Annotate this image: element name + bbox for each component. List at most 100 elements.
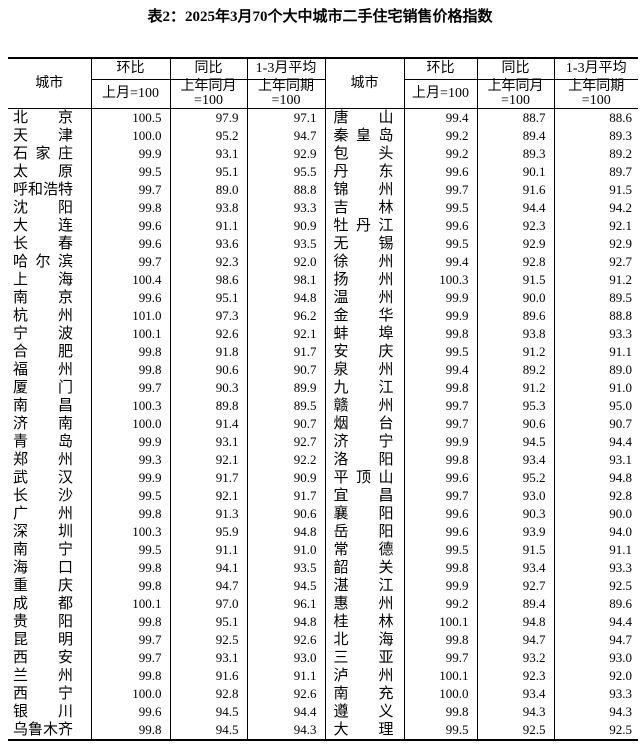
price-index-table: 城市 环比 同比 1-3月平均 城市 环比 同比 1-3月平均 上月=100 上… [8, 57, 638, 741]
table-row: 福州 99.8 90.6 90.7 泉州 99.4 89.2 89.0 [8, 361, 638, 379]
city-name: 上海 [13, 272, 73, 288]
city-cell: 杭州 [8, 307, 92, 325]
index-value: 95.1 [170, 163, 248, 181]
index-value: 91.7 [170, 469, 248, 487]
index-value: 90.6 [170, 361, 248, 379]
index-value: 91.2 [477, 343, 555, 361]
index-value: 92.8 [477, 253, 555, 271]
index-value: 96.2 [247, 307, 326, 325]
city-name: 襄阳 [333, 506, 394, 522]
city-cell: 九江 [325, 379, 405, 397]
index-value: 99.5 [404, 199, 478, 217]
city-cell: 锦州 [325, 181, 405, 199]
city-cell: 银川 [8, 703, 92, 721]
index-value: 90.9 [247, 469, 326, 487]
index-value: 97.9 [170, 108, 248, 127]
index-value: 92.5 [609, 578, 632, 593]
index-value: 98.1 [247, 271, 326, 289]
table-row: 昆明 99.7 92.5 92.6 北海 99.8 94.7 94.7 [8, 631, 638, 649]
city-name: 包头 [333, 146, 394, 162]
city-cell: 唐山 [325, 108, 405, 127]
city-name: 岳阳 [333, 524, 394, 540]
index-value: 91.1 [609, 344, 632, 359]
table-body: 北京 100.5 97.9 97.1 唐山 99.4 88.7 88.6 天津 100.0 95.2… [8, 108, 638, 740]
city-name: 西宁 [13, 686, 73, 702]
subheader-mom-left: 上月=100 [91, 79, 171, 109]
index-value: 99.8 [404, 559, 478, 577]
city-name: 九江 [333, 380, 394, 396]
subheader-yoy-line2: =100 [501, 93, 530, 108]
city-cell: 北海 [325, 631, 405, 649]
city-name: 桂林 [333, 614, 394, 630]
subheader-avg-right: 上年同期 =100 [554, 79, 638, 109]
city-cell: 无锡 [325, 235, 405, 253]
index-value: 100.0 [91, 127, 171, 145]
city-cell: 合肥 [8, 343, 92, 361]
page-title: 表2：2025年3月70个大中城市二手住宅销售价格指数 [147, 9, 493, 25]
city-name: 成都 [13, 596, 73, 612]
index-value: 90.0 [609, 506, 632, 521]
city-name: 徐州 [333, 254, 394, 270]
table-row: 西宁 100.0 92.8 92.6 南充 100.0 93.4 93.3 [8, 685, 638, 703]
city-cell: 丹东 [325, 163, 405, 181]
index-value: 99.8 [91, 505, 171, 523]
city-name: 南宁 [13, 542, 73, 558]
index-value: 92.3 [477, 667, 555, 685]
index-value: 91.1 [247, 667, 326, 685]
city-name: 惠州 [333, 596, 394, 612]
city-name: 牡丹江 [333, 218, 394, 234]
index-value: 94.3 [477, 703, 555, 721]
index-value: 99.2 [404, 127, 478, 145]
index-value: 99.6 [404, 217, 478, 235]
index-value: 99.7 [404, 415, 478, 433]
index-value: 92.6 [247, 685, 326, 703]
index-value: 89.3 [609, 128, 632, 143]
city-cell: 济宁 [325, 433, 405, 451]
index-value: 91.5 [477, 271, 555, 289]
table-row: 宁波 100.1 92.6 92.1 蚌埠 99.8 93.8 93.3 [8, 325, 638, 343]
city-cell: 安庆 [325, 343, 405, 361]
subheader-avg-line2: =100 [271, 93, 301, 108]
city-cell: 沈阳 [8, 199, 92, 217]
city-name: 广州 [13, 506, 73, 522]
index-value: 89.6 [609, 596, 632, 611]
city-name: 青岛 [13, 434, 73, 450]
index-value: 90.9 [247, 217, 326, 235]
city-name: 南京 [13, 290, 73, 306]
city-name: 常德 [333, 542, 394, 558]
index-value: 95.5 [247, 163, 326, 181]
index-value: 97.3 [170, 307, 248, 325]
city-cell: 哈尔滨 [8, 253, 92, 271]
index-value: 93.9 [477, 523, 555, 541]
table-row: 长沙 99.5 92.1 91.7 宜昌 99.7 93.0 92.8 [8, 487, 638, 505]
index-value: 89.9 [247, 379, 326, 397]
city-name: 石家庄 [13, 146, 73, 162]
index-value: 92.8 [609, 488, 632, 503]
header-row-top: 城市 环比 同比 1-3月平均 城市 环比 同比 1-3月平均 [8, 58, 638, 109]
index-value: 94.5 [170, 721, 248, 740]
table-row: 南京 99.6 95.1 94.8 温州 99.9 90.0 89.5 [8, 289, 638, 307]
index-value: 99.8 [404, 379, 478, 397]
index-value: 94.4 [477, 199, 555, 217]
city-cell: 韶关 [325, 559, 405, 577]
city-name: 北海 [333, 632, 394, 648]
index-value: 99.5 [404, 235, 478, 253]
index-value: 93.3 [609, 560, 632, 575]
index-value: 99.7 [404, 181, 478, 199]
index-value: 89.8 [170, 397, 248, 415]
city-cell: 重庆 [8, 577, 92, 595]
city-name: 银川 [13, 704, 73, 720]
index-value: 100.0 [91, 685, 171, 703]
index-value: 93.0 [477, 487, 555, 505]
city-cell: 海口 [8, 559, 92, 577]
index-value: 99.6 [91, 703, 171, 721]
index-value: 99.8 [404, 325, 478, 343]
city-name: 烟台 [333, 416, 394, 432]
table-row: 海口 99.8 94.1 93.5 韶关 99.8 93.4 93.3 [8, 559, 638, 577]
index-value: 99.7 [404, 397, 478, 415]
index-value: 90.7 [247, 361, 326, 379]
index-value: 99.7 [91, 379, 171, 397]
city-name: 济南 [13, 416, 73, 432]
subheader-yoy-line2: =100 [194, 93, 223, 108]
city-cell: 桂林 [325, 613, 405, 631]
